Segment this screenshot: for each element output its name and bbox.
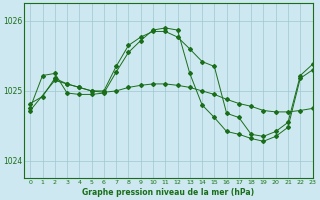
X-axis label: Graphe pression niveau de la mer (hPa): Graphe pression niveau de la mer (hPa) [82, 188, 254, 197]
